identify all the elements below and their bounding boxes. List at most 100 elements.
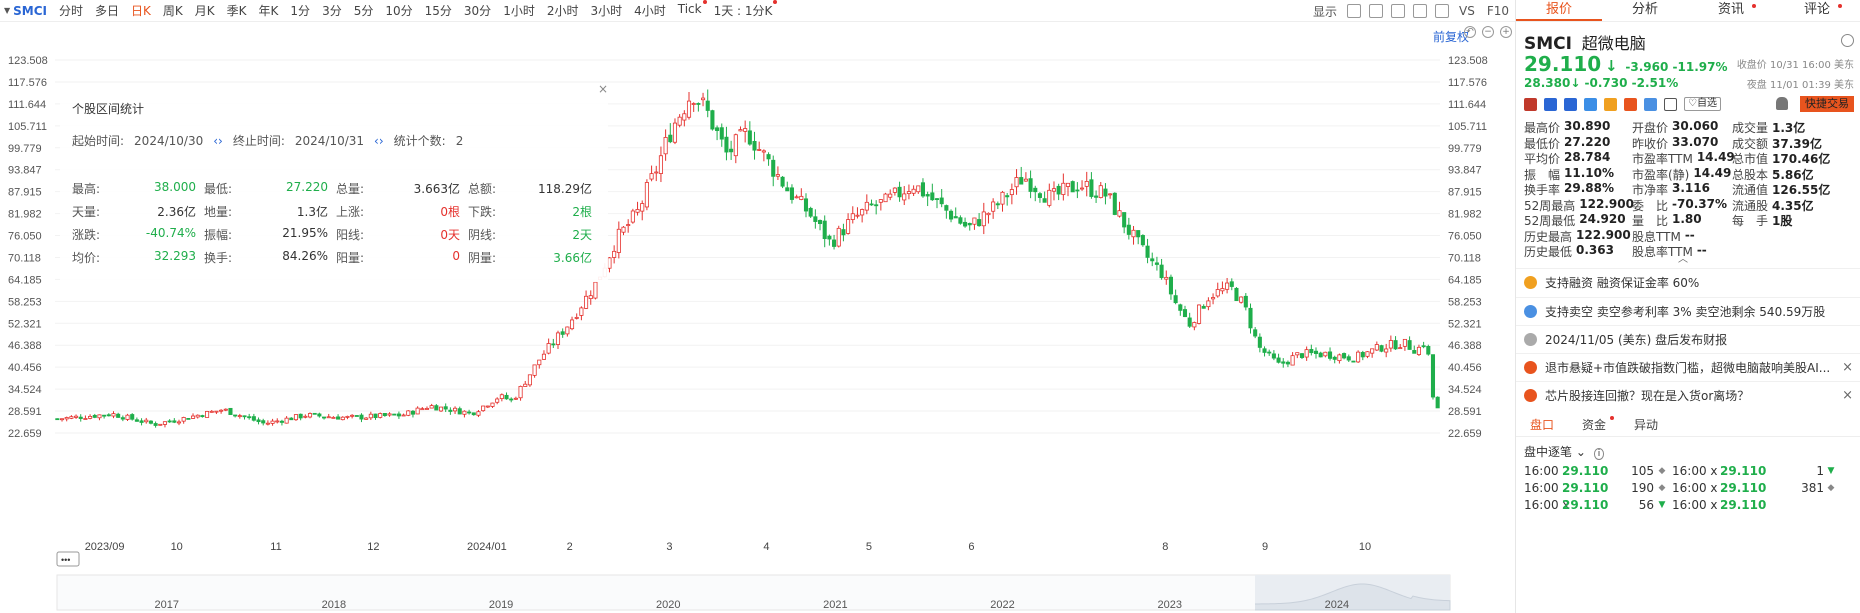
display-menu[interactable]: 显示	[1312, 4, 1337, 19]
start-adjust-icon[interactable]: ‹›	[213, 133, 223, 148]
candle-body	[242, 415, 247, 418]
quote-cell: 市净率 3.116	[1632, 181, 1732, 198]
camera-icon[interactable]	[1391, 4, 1405, 18]
stats-label: 阴量:	[468, 251, 497, 265]
zoom-out-icon[interactable]: −	[1482, 26, 1494, 38]
expand-icon[interactable]	[1435, 4, 1449, 18]
notice-item[interactable]: 支持融资 融资保证金率 60%	[1516, 268, 1860, 296]
candle-body	[1295, 352, 1300, 356]
doc-icon[interactable]	[1664, 97, 1677, 111]
adjust-toggle[interactable]: 前复权	[1432, 30, 1469, 44]
price-row: 29.110 ↓ -3.960 -11.97% 收盘价 10/31 16:00 …	[1524, 52, 1854, 76]
candle-body	[1014, 177, 1019, 188]
settings-icon[interactable]	[1347, 4, 1361, 18]
candle-body	[467, 411, 472, 414]
price-tick-left: 52.321	[8, 318, 42, 330]
notice-item[interactable]: 芯片股接连回撤？现在是入货or离场？ ×	[1516, 381, 1860, 409]
pen-icon[interactable]	[1413, 4, 1427, 18]
bottom-tab[interactable]: 异动	[1634, 416, 1658, 433]
candle-body	[1047, 189, 1052, 206]
period-tab[interactable]: 季K	[226, 4, 247, 18]
candle-body	[925, 194, 930, 197]
watchlist-button[interactable]: ♡自选	[1684, 97, 1721, 111]
period-tab[interactable]: 2小时	[546, 4, 579, 18]
notice-item[interactable]: 支持卖空 卖空参考利率 3% 卖空池剩余 540.59万股	[1516, 297, 1860, 325]
candle-body	[565, 326, 570, 335]
badge-row: ♡自选 快捷交易	[1524, 96, 1854, 112]
candle-body	[509, 398, 514, 401]
bottom-tab-label: 异动	[1634, 418, 1659, 432]
chain-icon[interactable]	[1604, 97, 1617, 111]
stats-title: 个股区间统计	[72, 102, 145, 116]
notice-item[interactable]: 2024/11/05 (美东) 盘后发布财报	[1516, 325, 1860, 353]
period-tab[interactable]: 多日	[95, 4, 120, 18]
quote-value: 1股	[1772, 214, 1793, 229]
s-badge-icon[interactable]	[1584, 97, 1597, 111]
lightning-icon[interactable]	[1544, 97, 1557, 111]
period-tab[interactable]: 月K	[194, 4, 215, 18]
close-icon[interactable]: ×	[1842, 388, 1853, 403]
24h-icon[interactable]	[1564, 97, 1577, 111]
candle-body	[195, 414, 200, 418]
end-adjust-icon[interactable]: ‹›	[374, 133, 384, 148]
bottom-tab[interactable]: 盘口	[1530, 416, 1554, 433]
period-tab[interactable]: 日K	[131, 4, 151, 18]
gear-icon[interactable]	[1841, 34, 1854, 47]
info-icon[interactable]: i	[1593, 448, 1605, 460]
candle-body	[1122, 212, 1127, 228]
bottom-tab[interactable]: 资金	[1582, 416, 1615, 433]
tape-title[interactable]: 盘中逐笔 ⌄ i	[1524, 443, 1605, 460]
price-tick-right: 40.456	[1448, 362, 1482, 374]
quote-row: 最低价 27.220 昨收价 33.070 成交额 37.39亿	[1524, 135, 1860, 152]
overview-bar[interactable]	[56, 574, 1451, 611]
period-tab[interactable]: 周K	[162, 4, 183, 18]
panel-tab[interactable]: 分析	[1602, 0, 1688, 21]
stats-label: 阳线:	[336, 228, 365, 242]
period-tab[interactable]: 3分	[322, 4, 342, 18]
notice-icon	[1524, 305, 1537, 318]
overview-year: 2022	[990, 599, 1014, 611]
f10-button[interactable]: F10	[1486, 4, 1509, 18]
fast-trade-button[interactable]: 快捷交易	[1800, 96, 1854, 112]
symbol-selector[interactable]: ▼ SMCI	[4, 4, 47, 18]
count-value: 2	[455, 133, 464, 148]
period-tab[interactable]: 1小时	[503, 4, 535, 18]
period-tab[interactable]: 30分	[463, 4, 492, 18]
chart-badge-icon[interactable]	[1624, 97, 1637, 111]
kline-svg[interactable]: 123.508 123.508 117.576 117.576 111.644 111.6…	[0, 22, 1515, 613]
chevron-up-icon[interactable]: ︿	[1678, 254, 1688, 265]
period-tab[interactable]: Tick	[678, 0, 707, 19]
overview-toggle[interactable]	[56, 551, 80, 567]
period-tab[interactable]: 10分	[385, 4, 413, 18]
bell-icon[interactable]	[1776, 97, 1788, 110]
panel-tab[interactable]: 资讯	[1688, 0, 1774, 21]
candle-body	[757, 149, 762, 151]
panel-tab[interactable]: 评论	[1774, 0, 1860, 21]
period-tab[interactable]: 3小时	[590, 4, 623, 18]
period-tab[interactable]: 5分	[353, 4, 374, 18]
close-icon[interactable]: ×	[597, 82, 608, 96]
period-tab[interactable]: 年K	[258, 4, 279, 18]
undo-icon[interactable]: ↶	[1464, 26, 1476, 38]
vs-button[interactable]: VS	[1459, 4, 1475, 18]
quote-value: 5.86亿	[1772, 167, 1814, 182]
period-tab[interactable]: 4小时	[634, 4, 666, 18]
close-icon[interactable]: ×	[1842, 360, 1853, 375]
color-square-icon[interactable]	[1369, 4, 1383, 18]
candle-body	[808, 207, 813, 217]
tag-icon[interactable]	[1644, 97, 1657, 111]
period-tab[interactable]: 15分	[424, 4, 452, 18]
candle-body	[1164, 276, 1169, 280]
zoom-in-icon[interactable]: +	[1500, 26, 1512, 38]
period-tab[interactable]: 1天 : 1分K	[714, 0, 778, 19]
notice-item[interactable]: 退市悬疑+市值跌破指数门槛，超微电脑敲响美股AI... ×	[1516, 353, 1860, 381]
candle-body	[392, 413, 397, 416]
panel-tab[interactable]: 报价	[1516, 0, 1602, 21]
candle-body	[551, 343, 556, 346]
period-tab[interactable]: 1分	[290, 4, 311, 18]
kline-chart[interactable]: 123.508 123.508 117.576 117.576 111.644 111.6…	[0, 22, 1515, 613]
price-tick-left: 99.779	[8, 143, 42, 155]
candle-body	[1000, 191, 1005, 205]
candle-body	[293, 414, 299, 421]
period-tab[interactable]: 分时	[59, 4, 84, 18]
